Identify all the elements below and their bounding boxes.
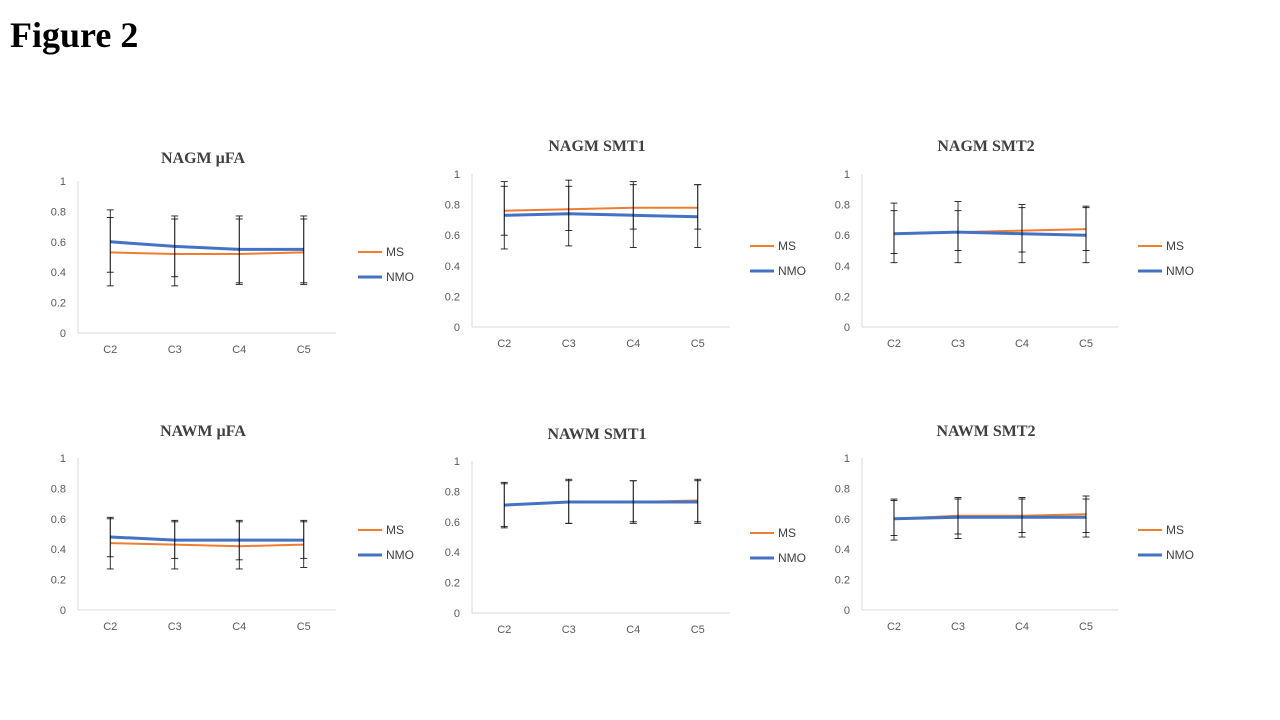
x-tick-label: C4 [232,621,246,633]
y-tick-label: 0.8 [835,200,850,212]
chart-nawm-smt1: NAWM SMT1 0 0.2 0.4 0.6 0.8 1 C2 C3 C4 C5 MS NMO [445,426,806,636]
chart-title: NAGM SMT1 [548,138,645,155]
x-tick-label: C2 [103,621,117,633]
x-tick-label: C3 [951,621,965,633]
legend-label-ms: MS [1166,239,1184,253]
x-tick-label: C5 [691,338,705,350]
x-tick-label: C5 [691,624,705,636]
y-tick-label: 0.2 [445,578,460,590]
x-tick-label: C3 [562,624,576,636]
legend-label-nmo: NMO [386,548,414,562]
y-tick-label: 0.8 [445,200,460,212]
y-tick-label: 0.8 [51,206,66,218]
x-tick-label: C5 [297,621,311,633]
chart-title: NAWM SMT1 [547,426,646,443]
y-tick-label: 0 [60,328,66,340]
y-tick-label: 0 [844,605,850,617]
chart-title: NAWM SMT2 [936,423,1035,440]
x-tick-label: C4 [626,338,640,350]
y-tick-label: 0.4 [51,267,66,279]
series-line-nmo [504,500,698,507]
y-tick-label: 0.6 [51,514,66,526]
y-tick-label: 0.6 [835,514,850,526]
y-tick-label: 0.2 [445,291,460,303]
x-tick-label: C5 [1079,338,1093,350]
y-tick-label: 1 [454,456,460,468]
y-tick-label: 0.6 [51,237,66,249]
legend-label-ms: MS [778,526,796,540]
series-line-nmo [110,535,304,542]
chart-nagm-smt1: NAGM SMT1 0 0.2 0.4 0.6 0.8 1 C2 C3 C4 C5 MS NMO [445,138,806,350]
x-tick-label: C4 [1015,338,1029,350]
x-tick-label: C3 [951,338,965,350]
y-tick-label: 0.4 [445,547,460,559]
legend-label-nmo: NMO [1166,548,1194,562]
legend-label-nmo: NMO [778,551,806,565]
legend-label-nmo: NMO [386,270,414,284]
x-tick-label: C3 [168,344,182,356]
x-tick-label: C2 [497,624,511,636]
legend-label-nmo: NMO [778,264,806,278]
x-tick-label: C3 [562,338,576,350]
x-tick-label: C2 [103,344,117,356]
x-tick-label: C4 [626,624,640,636]
y-tick-label: 0.6 [445,230,460,242]
y-tick-label: 0.4 [445,261,460,273]
chart-title: NAWM µFA [160,423,246,440]
y-tick-label: 0.2 [835,575,850,587]
series-line-nmo [893,515,1086,521]
y-tick-label: 1 [60,176,66,188]
y-tick-label: 1 [60,453,66,465]
y-tick-label: 0 [60,605,66,617]
y-tick-label: 1 [844,169,850,181]
y-tick-label: 1 [454,169,460,181]
y-tick-label: 0.4 [835,544,850,556]
y-tick-label: 0.8 [445,486,460,498]
y-tick-label: 0 [454,322,460,334]
x-tick-label: C4 [232,344,246,356]
x-tick-label: C2 [887,621,901,633]
series-line-ms [504,206,698,212]
y-tick-label: 0.2 [51,298,66,310]
series-line-ms [110,542,304,548]
y-tick-label: 0 [844,322,850,334]
legend-label-ms: MS [386,523,404,537]
x-tick-label: C2 [887,338,901,350]
chart-title: NAGM SMT2 [937,138,1034,155]
y-tick-label: 0.8 [835,483,850,495]
legend-label-ms: MS [386,245,404,259]
figure-title: Figure 2 [10,15,139,55]
legend-label-ms: MS [778,239,796,253]
series-line-ms [110,251,304,255]
y-tick-label: 0.4 [835,261,850,273]
x-tick-label: C4 [1015,621,1029,633]
chart-title: NAGM µFA [161,150,245,167]
series-line-nmo [110,240,304,251]
y-tick-label: 0.8 [51,483,66,495]
y-tick-label: 0 [454,608,460,620]
legend-label-nmo: NMO [1166,264,1194,278]
x-tick-label: C2 [497,338,511,350]
y-tick-label: 0.2 [51,575,66,587]
chart-nawm-smt2: NAWM SMT2 0 0.2 0.4 0.6 0.8 1 C2 C3 C4 C5 MS NMO [835,423,1194,633]
series-line-nmo [893,230,1087,237]
legend-label-ms: MS [1166,523,1184,537]
y-tick-label: 0.4 [51,544,66,556]
chart-nagm-mufa: NAGM µFA 0 0.2 0.4 0.6 0.8 1 C2 C3 C4 C5 MS NMO [51,150,414,356]
y-tick-label: 0.6 [835,230,850,242]
chart-nagm-smt2: NAGM SMT2 0 0.2 0.4 0.6 0.8 1 C2 C3 C4 C5 MS NMO [835,138,1194,350]
x-tick-label: C5 [297,344,311,356]
x-tick-label: C5 [1079,621,1093,633]
x-tick-label: C3 [168,621,182,633]
y-tick-label: 0.6 [445,517,460,529]
chart-nawm-mufa: NAWM µFA 0 0.2 0.4 0.6 0.8 1 C2 C3 C4 C5 MS NMO [51,423,414,633]
y-tick-label: 0.2 [835,291,850,303]
y-tick-label: 1 [844,453,850,465]
series-line-nmo [504,212,698,219]
